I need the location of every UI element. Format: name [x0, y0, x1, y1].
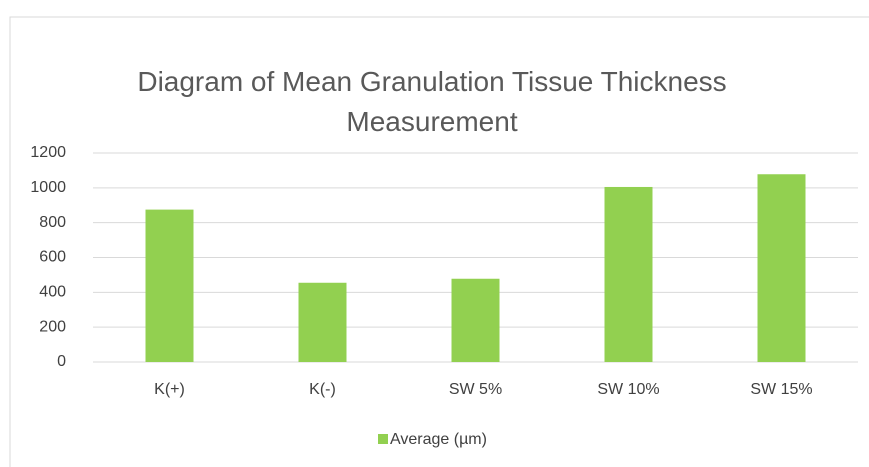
y-tick-label: 0: [57, 353, 66, 370]
y-tick-label: 1200: [30, 144, 66, 161]
x-tick-label: SW 5%: [449, 381, 502, 398]
bar: [757, 174, 806, 362]
x-tick-label: SW 15%: [750, 381, 812, 398]
y-tick-label: 1000: [30, 179, 66, 196]
x-tick-label: K(+): [154, 381, 185, 398]
y-tick-label: 800: [39, 214, 66, 231]
x-tick-label: K(-): [309, 381, 336, 398]
legend-label: Average (µm): [390, 431, 487, 448]
bar: [145, 209, 194, 362]
legend-swatch: [378, 434, 388, 444]
y-tick-label: 200: [39, 318, 66, 335]
y-tick-label: 400: [39, 284, 66, 301]
bar: [298, 282, 347, 362]
chart-title: Diagram of Mean Granulation Tissue Thick…: [137, 66, 727, 137]
y-tick-label: 600: [39, 249, 66, 266]
chart-frame: [9, 16, 869, 467]
bar: [451, 278, 500, 362]
x-tick-label: SW 10%: [597, 381, 659, 398]
bar: [604, 186, 653, 362]
